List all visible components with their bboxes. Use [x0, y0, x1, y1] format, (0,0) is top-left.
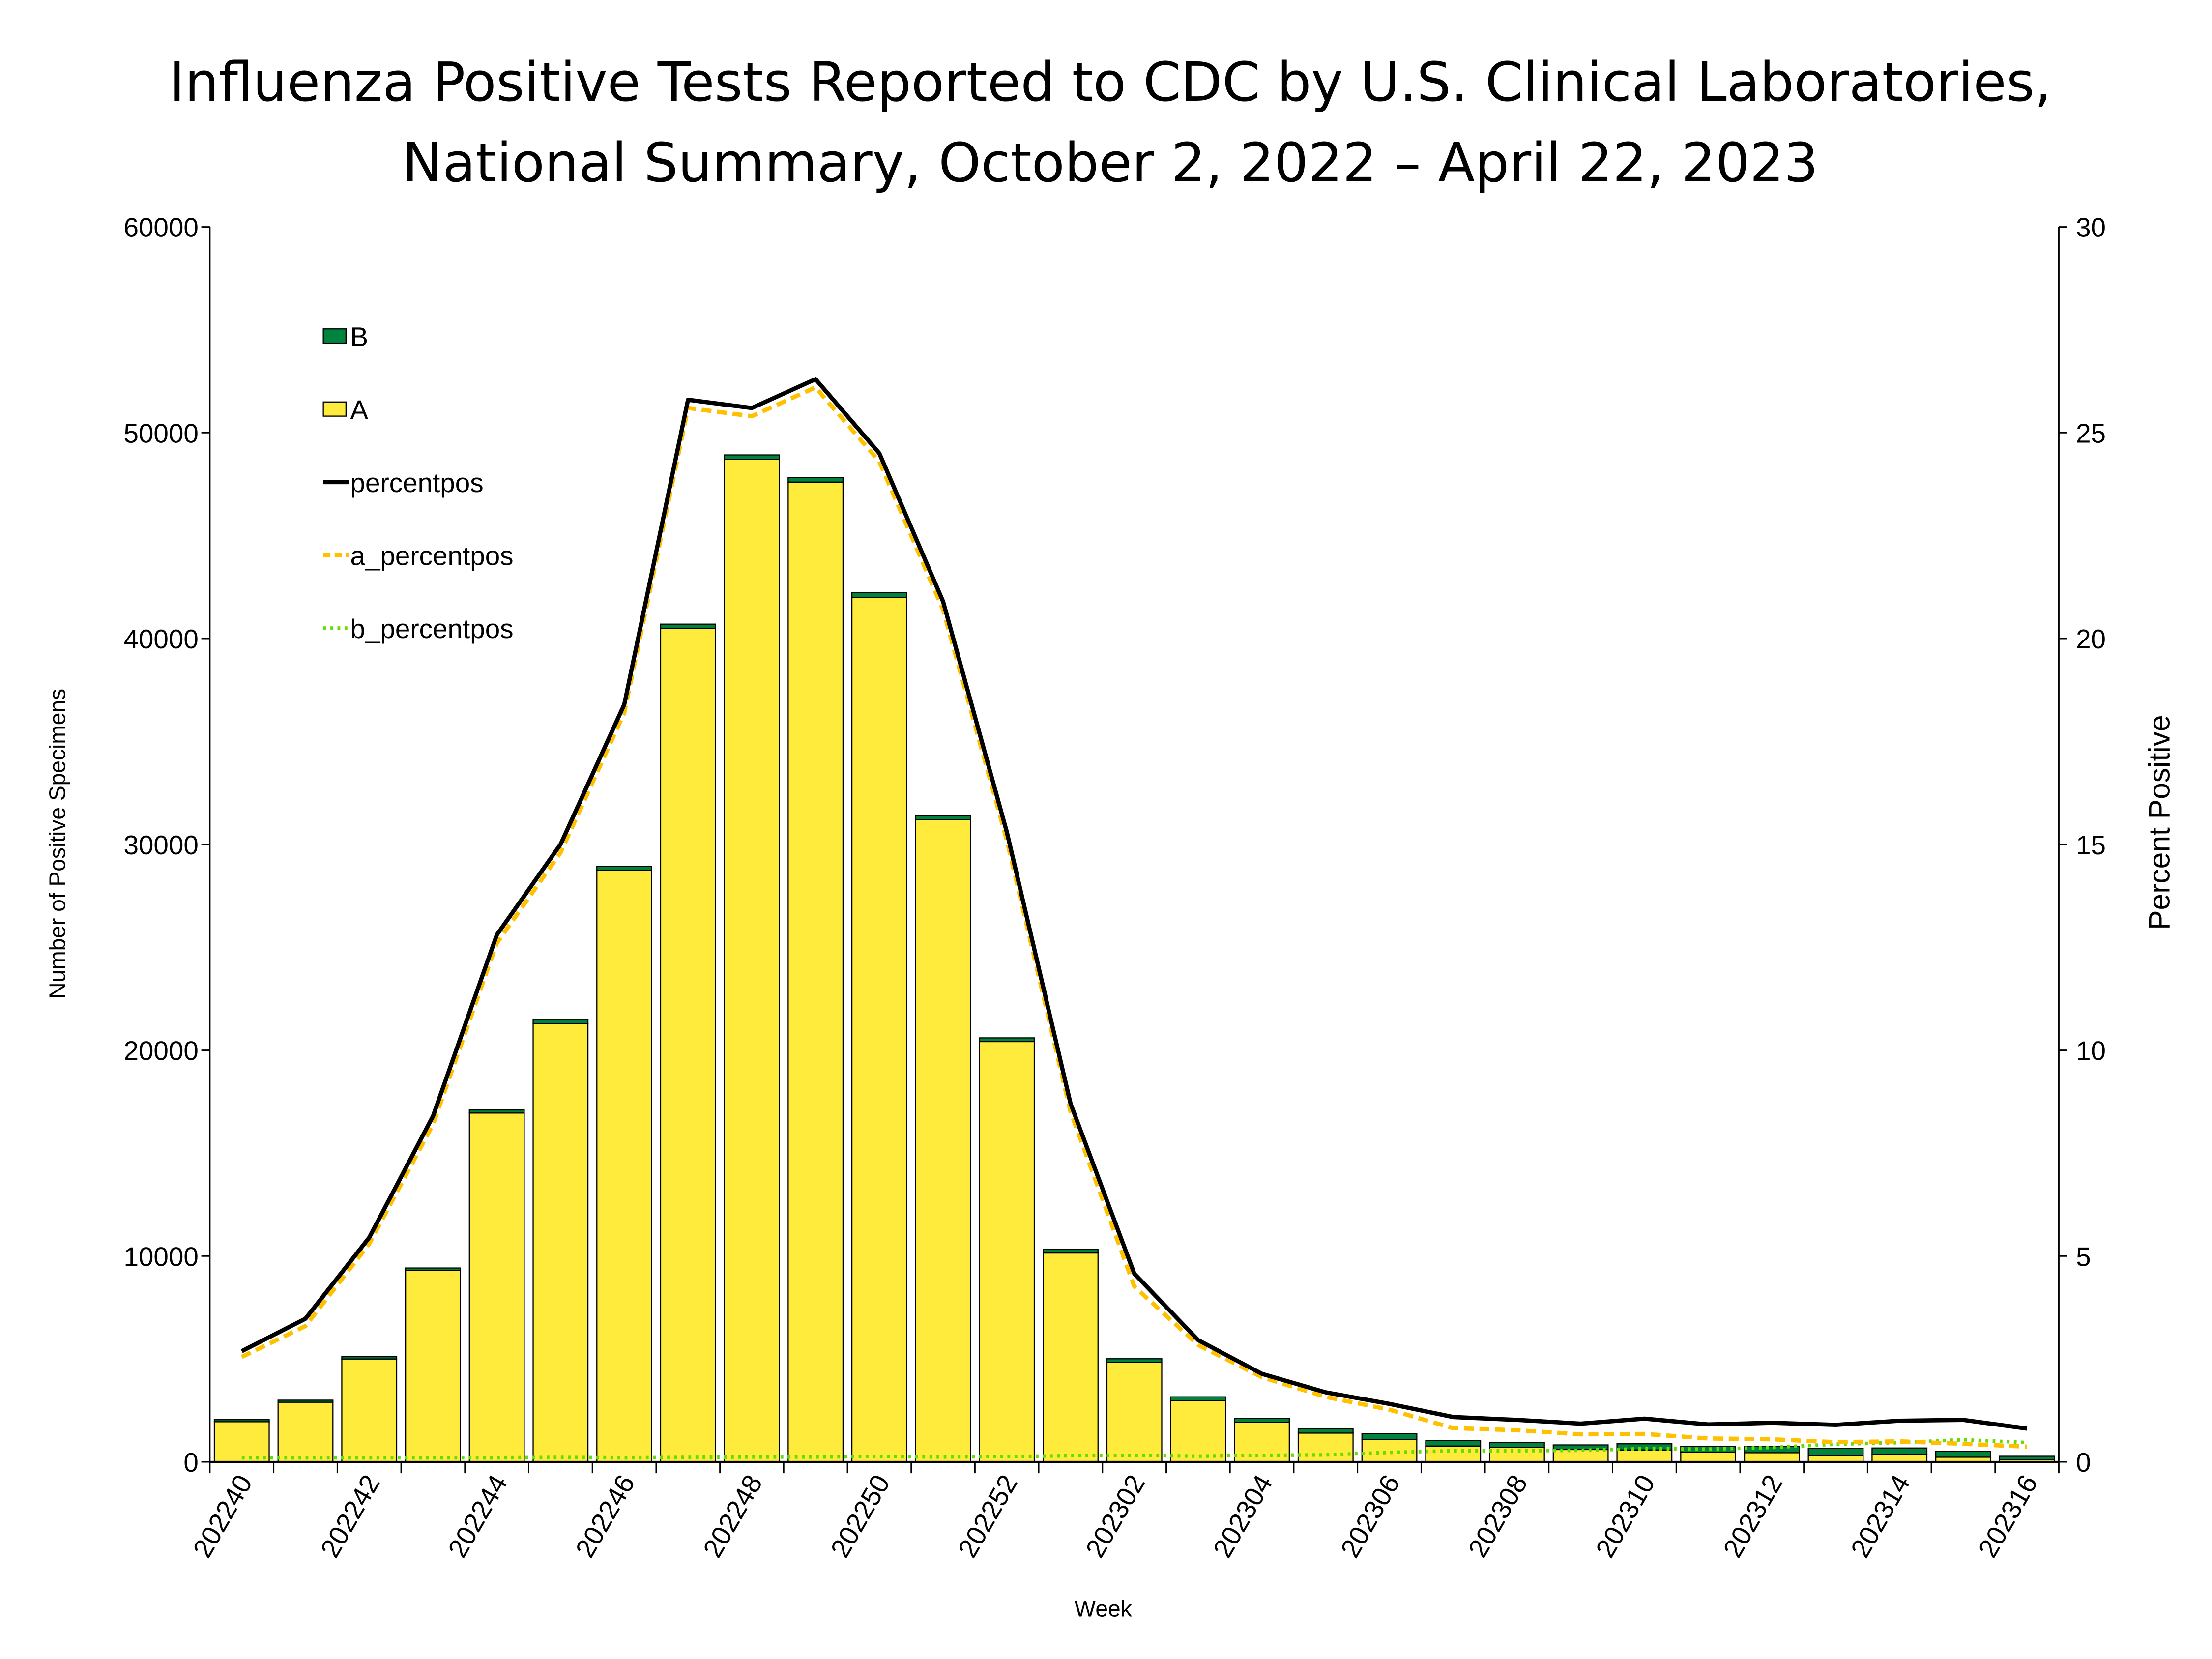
bar-b [787, 477, 844, 483]
bar-a [1871, 1454, 1928, 1463]
x-tick-label: 202240 [187, 1469, 258, 1562]
bar-a [1361, 1439, 1418, 1463]
bar-b [405, 1267, 461, 1271]
lines-group [240, 377, 2028, 1460]
y-tick-label: 60000 [123, 212, 198, 243]
bar-b [277, 1399, 334, 1403]
legend-label: b_percentpos [350, 613, 514, 644]
x-tick-label: 202306 [1335, 1469, 1406, 1562]
bar-b [1552, 1444, 1609, 1451]
y2-tick-label: 15 [2076, 830, 2106, 860]
bar-a [213, 1421, 270, 1463]
bar-a [660, 627, 716, 1463]
bar-b [1106, 1358, 1163, 1363]
y2-tick-label: 25 [2076, 418, 2106, 448]
legend-swatch-A [322, 401, 347, 417]
bars-group [213, 454, 2055, 1463]
chart-title-line-2: National Summary, October 2, 2022 – Apri… [402, 131, 1818, 194]
legend-swatch-B [322, 328, 347, 344]
legend-label: percentpos [350, 467, 484, 498]
bar-b [1616, 1443, 1673, 1451]
y-tick-label: 30000 [123, 830, 198, 860]
bar-b [1234, 1418, 1290, 1423]
y-tick-label: 50000 [123, 418, 198, 448]
y2-tick-label: 10 [2076, 1036, 2106, 1066]
bar-a [915, 819, 971, 1463]
y-tick-label: 40000 [123, 624, 198, 654]
bar-a [596, 869, 652, 1463]
x-tick-label: 202314 [1845, 1469, 1916, 1562]
y-tick-label: 0 [183, 1447, 198, 1478]
bar-a [532, 1022, 589, 1463]
bar-a [1680, 1452, 1736, 1463]
bar-b [1297, 1428, 1354, 1434]
bar-b [1680, 1446, 1736, 1453]
y-tick-label: 20000 [123, 1036, 198, 1066]
line-a-percentpos [240, 385, 2027, 1449]
bar-b [724, 454, 780, 460]
bar-a [1744, 1452, 1800, 1463]
bar-b [1999, 1455, 2055, 1460]
bar-b [851, 592, 907, 598]
x-tick-label: 202310 [1590, 1469, 1661, 1562]
x-tick-label: 202308 [1462, 1469, 1533, 1562]
bar-a [1106, 1362, 1163, 1463]
legend-label: A [350, 394, 369, 425]
y2-tick-label: 0 [2076, 1447, 2091, 1478]
bar-a [341, 1358, 398, 1463]
chart-title-line-1: Influenza Positive Tests Reported to CDC… [169, 51, 2052, 114]
bar-b [532, 1019, 589, 1024]
x-tick-label: 202244 [442, 1469, 513, 1562]
bar-a [468, 1112, 525, 1463]
bar-b [213, 1419, 270, 1423]
bar-b [1744, 1446, 1800, 1454]
bar-b [1935, 1451, 1991, 1458]
x-axis-title: Week [1075, 1596, 1133, 1621]
x-tick-label: 202302 [1079, 1469, 1151, 1562]
bar-b [1807, 1448, 1864, 1456]
bar-b [1871, 1447, 1928, 1455]
y2-tick-label: 5 [2076, 1241, 2091, 1272]
x-tick-label: 202242 [315, 1469, 386, 1562]
bar-b [1043, 1249, 1099, 1254]
bar-a [1170, 1400, 1226, 1463]
bar-a [277, 1401, 334, 1463]
legend-label: a_percentpos [350, 541, 514, 571]
y2-tick-label: 30 [2076, 212, 2106, 243]
bar-a [851, 597, 907, 1463]
x-tick-label: 202304 [1207, 1469, 1278, 1562]
bar-b [1170, 1396, 1226, 1401]
x-tick-label: 202312 [1717, 1469, 1788, 1562]
bar-a [724, 459, 780, 1463]
bar-b [1425, 1440, 1482, 1447]
bar-b [979, 1037, 1035, 1043]
y2-tick-label: 20 [2076, 624, 2106, 654]
legend-label: B [350, 321, 369, 352]
bar-a [1297, 1432, 1354, 1463]
x-tick-label: 202246 [569, 1469, 640, 1562]
bar-a [405, 1270, 461, 1463]
bar-b [660, 623, 716, 629]
x-tick-label: 202252 [952, 1469, 1023, 1562]
y-tick-label: 10000 [123, 1241, 198, 1272]
y2-axis-title: Percent Positive [2142, 715, 2176, 930]
bar-b [341, 1356, 398, 1360]
line-percentpos [240, 377, 2028, 1431]
bar-b [1489, 1442, 1545, 1448]
bar-b [915, 815, 971, 820]
bar-a [787, 481, 844, 1463]
x-tick-label: 202250 [824, 1469, 896, 1562]
x-tick-label: 202316 [1972, 1469, 2043, 1562]
y-axis-title: Number of Positive Specimens [45, 689, 70, 999]
bar-a [1425, 1445, 1482, 1463]
bar-a [1043, 1252, 1099, 1463]
x-tick-label: 202248 [697, 1469, 768, 1562]
bar-a [1616, 1449, 1673, 1463]
bar-a [979, 1041, 1035, 1463]
bar-b [596, 866, 652, 871]
bar-b [1361, 1433, 1418, 1440]
bar-b [468, 1109, 525, 1114]
